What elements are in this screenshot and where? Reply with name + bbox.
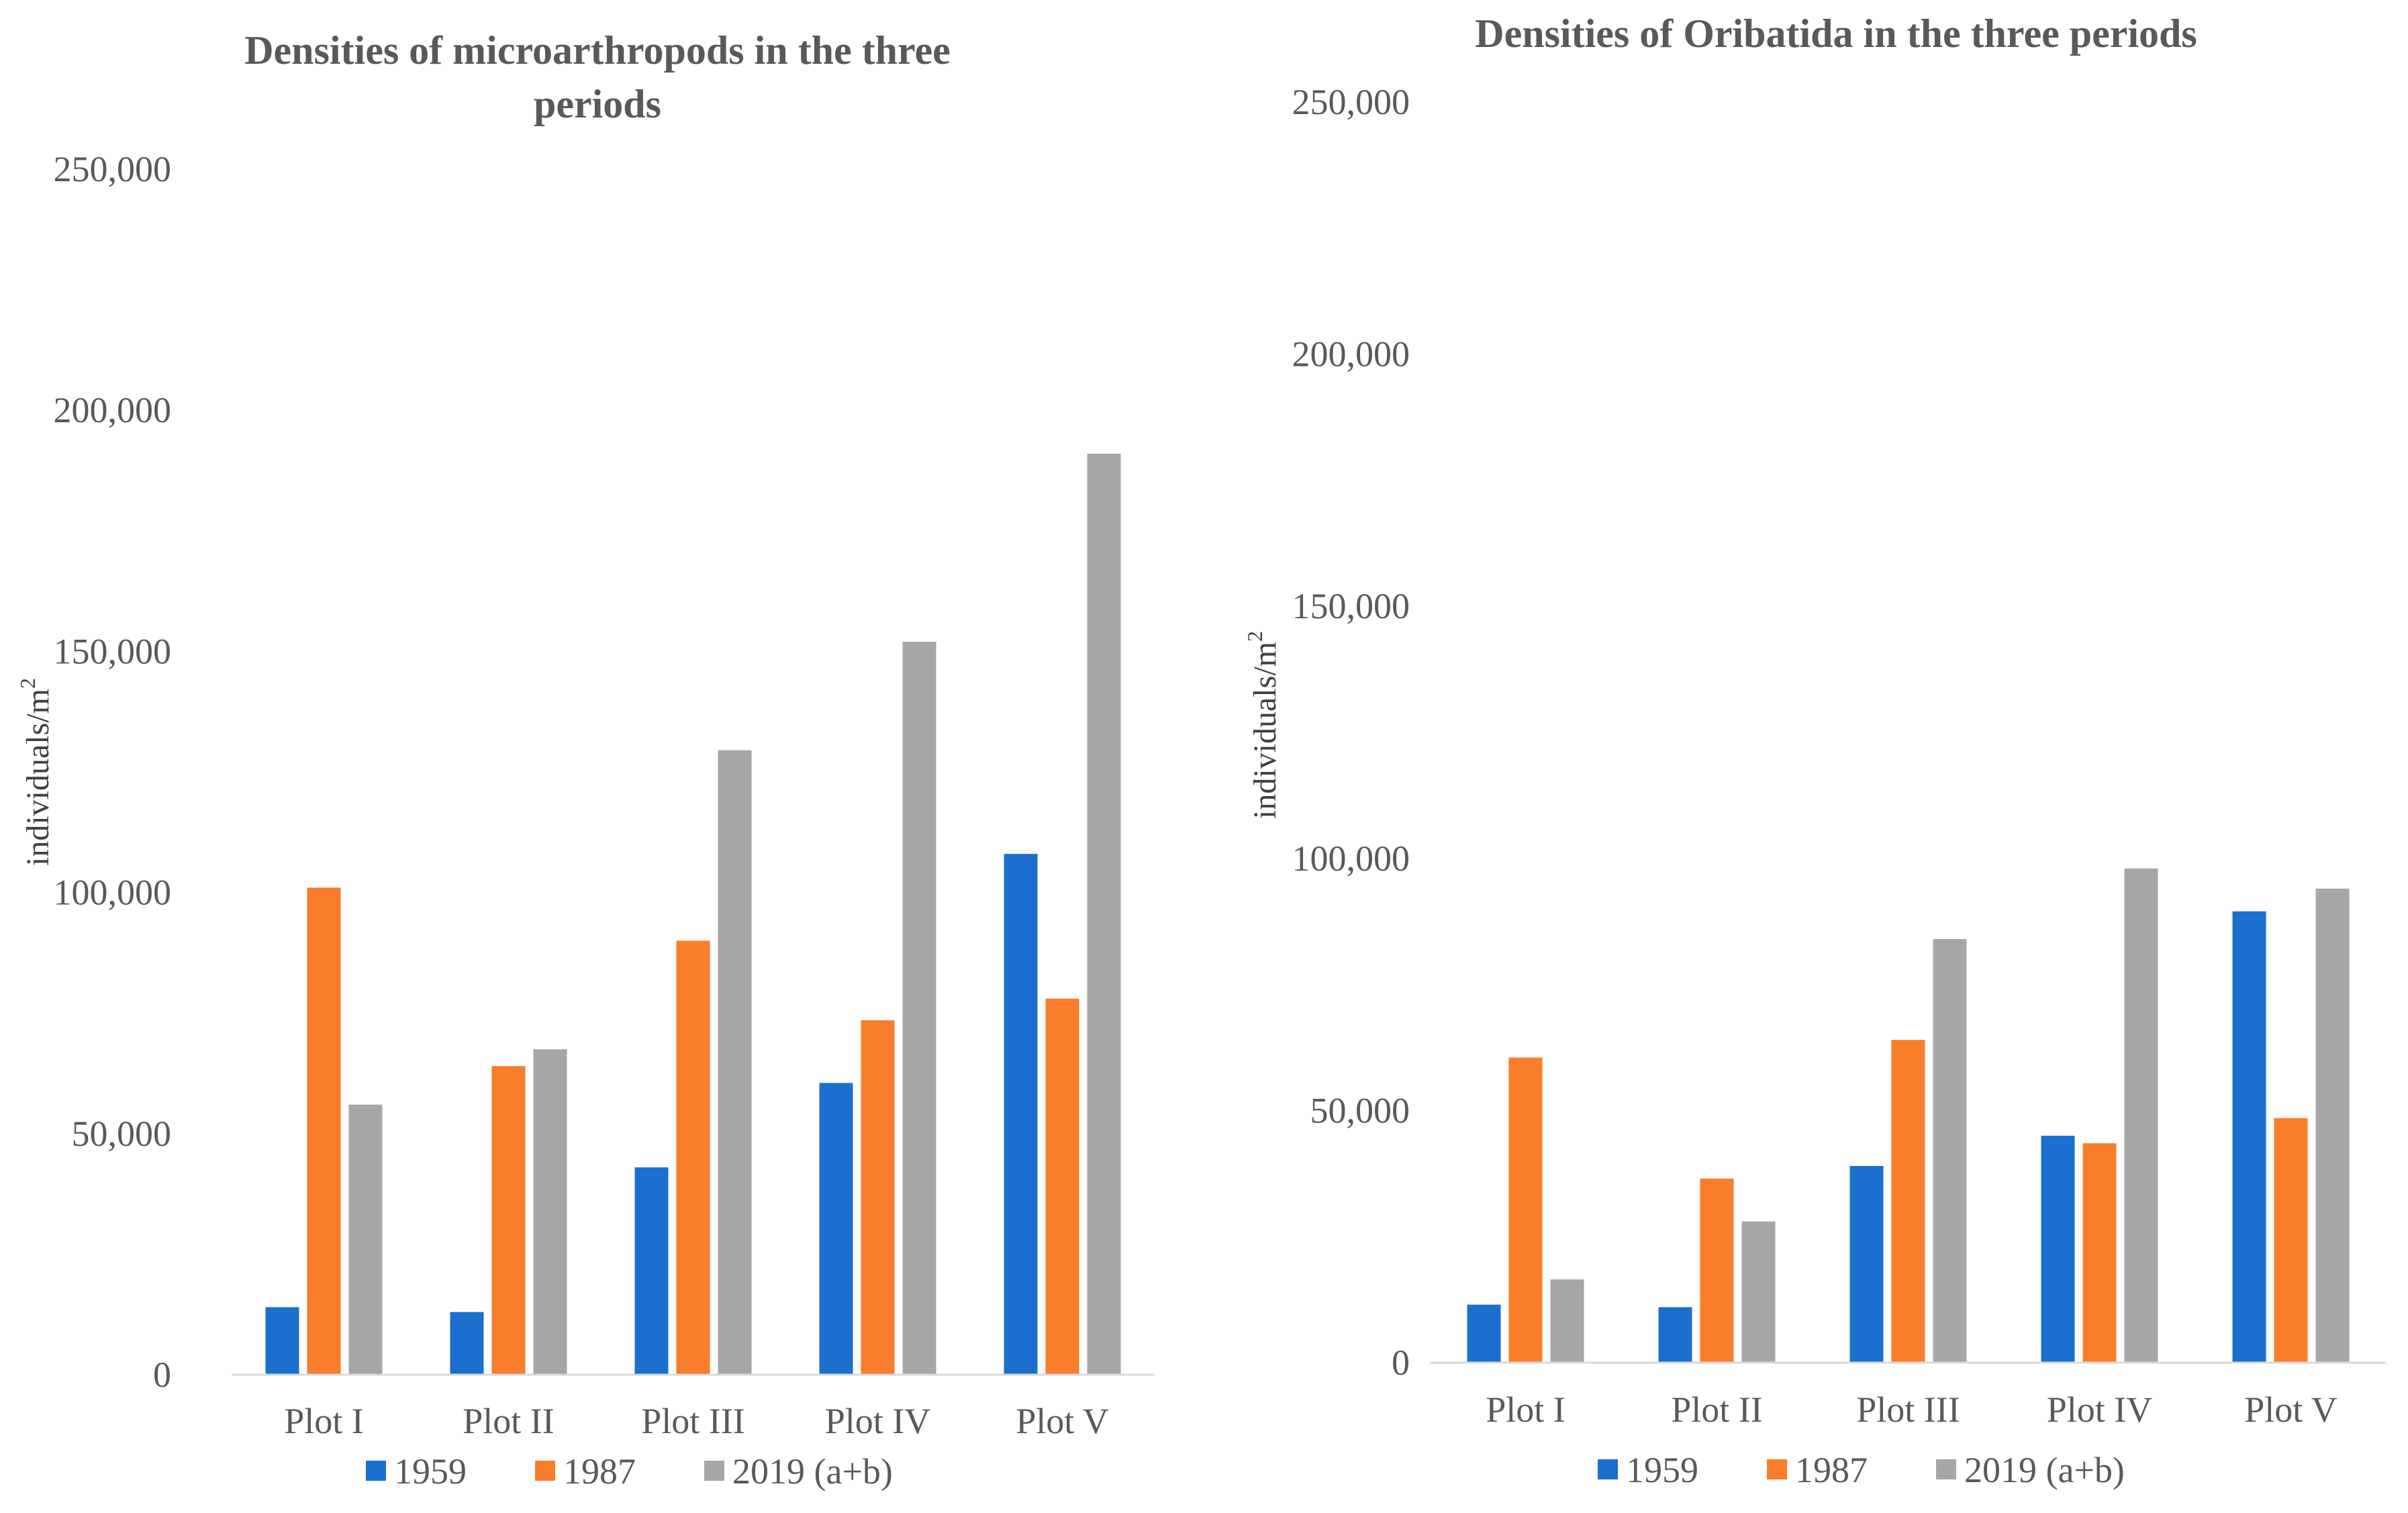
y-axis-label-superscript: 2 <box>15 678 40 689</box>
y-tick-label: 50,000 <box>1310 1090 1410 1130</box>
bar-2019-a-b--1 <box>1741 1221 1776 1363</box>
y-tick-label: 100,000 <box>54 873 172 913</box>
chart-title: Densities of microarthropods in the thre… <box>244 28 951 72</box>
x-tick-label: Plot IV <box>2047 1389 2153 1430</box>
y-tick-label: 0 <box>1392 1343 1410 1383</box>
y-tick-label: 150,000 <box>1292 586 1410 626</box>
y-tick-label: 200,000 <box>1292 334 1410 375</box>
legend-swatch <box>704 1461 724 1481</box>
bar-1987-0 <box>307 887 341 1375</box>
bar-1987-4 <box>1045 998 1079 1375</box>
x-tick-label: Plot III <box>641 1401 745 1441</box>
x-tick-label: Plot I <box>1486 1389 1566 1430</box>
bar-1987-1 <box>1700 1178 1734 1363</box>
bar-2019-a-b--0 <box>348 1104 383 1375</box>
bar-1959-4 <box>1004 854 1038 1375</box>
legend-label: 1959 <box>1626 1450 1698 1490</box>
bar-1987-3 <box>861 1020 895 1375</box>
bar-1987-2 <box>1891 1040 1925 1363</box>
legend-label: 2019 (a+b) <box>1964 1450 2125 1490</box>
legend-label: 2019 (a+b) <box>732 1451 893 1492</box>
chart-microarthropods: Densities of microarthropods in the thre… <box>15 28 1155 1492</box>
legend-swatch <box>1598 1459 1618 1479</box>
y-tick-label: 200,000 <box>54 390 172 430</box>
y-tick-label: 100,000 <box>1292 838 1410 879</box>
bar-2019-a-b--0 <box>1550 1279 1584 1363</box>
bar-2019-a-b--3 <box>2124 868 2158 1363</box>
y-tick-label: 250,000 <box>54 149 172 189</box>
legend-label: 1987 <box>1795 1450 1868 1490</box>
bar-1959-0 <box>265 1307 299 1375</box>
y-axis-label-text: individuals/m <box>1247 642 1283 819</box>
y-axis-label-superscript: 2 <box>1243 631 1267 642</box>
bar-1959-3 <box>2041 1135 2075 1363</box>
bar-1959-3 <box>819 1083 853 1375</box>
x-tick-label: Plot V <box>2244 1389 2338 1430</box>
y-axis-label: individuals/m2 <box>15 678 56 866</box>
legend-swatch <box>535 1461 555 1481</box>
x-tick-label: Plot II <box>1671 1389 1763 1430</box>
legend-label: 1987 <box>563 1451 636 1492</box>
bar-1959-0 <box>1467 1304 1501 1363</box>
bar-1987-1 <box>491 1066 526 1375</box>
legend-swatch <box>1936 1459 1956 1479</box>
bar-1959-4 <box>2232 911 2266 1363</box>
bar-2019-a-b--4 <box>2315 888 2350 1363</box>
x-tick-label: Plot IV <box>825 1401 931 1441</box>
bar-1987-4 <box>2274 1118 2308 1363</box>
bar-1987-0 <box>1508 1057 1543 1363</box>
bar-2019-a-b--2 <box>1933 938 1967 1363</box>
x-tick-label: Plot V <box>1016 1401 1109 1441</box>
x-tick-label: Plot I <box>284 1401 364 1441</box>
bar-2019-a-b--1 <box>533 1049 567 1375</box>
bar-1987-2 <box>676 940 710 1375</box>
bar-1959-1 <box>1658 1307 1692 1363</box>
legend-swatch <box>366 1461 386 1481</box>
bar-1959-1 <box>450 1312 484 1375</box>
chart-oribatida: Densities of Oribatida in the three peri… <box>1243 11 2387 1490</box>
bar-2019-a-b--2 <box>718 750 752 1375</box>
bar-1959-2 <box>1849 1166 1884 1363</box>
y-tick-label: 250,000 <box>1292 82 1410 122</box>
bar-1959-2 <box>634 1167 669 1375</box>
chart-title: Densities of Oribatida in the three peri… <box>1475 11 2197 56</box>
bar-2019-a-b--4 <box>1087 453 1121 1375</box>
chart-title: periods <box>534 82 661 126</box>
y-axis-label-text: individuals/m <box>20 689 56 866</box>
y-tick-label: 50,000 <box>72 1114 172 1154</box>
x-tick-label: Plot II <box>463 1401 555 1441</box>
x-tick-label: Plot III <box>1856 1389 1960 1430</box>
bar-2019-a-b--3 <box>902 642 936 1375</box>
y-axis-label: individuals/m2 <box>1243 631 1283 819</box>
bar-1987-3 <box>2082 1143 2117 1363</box>
y-tick-label: 150,000 <box>54 631 172 671</box>
legend-label: 1959 <box>394 1451 467 1492</box>
legend-swatch <box>1767 1459 1787 1479</box>
y-tick-label: 0 <box>153 1355 171 1395</box>
